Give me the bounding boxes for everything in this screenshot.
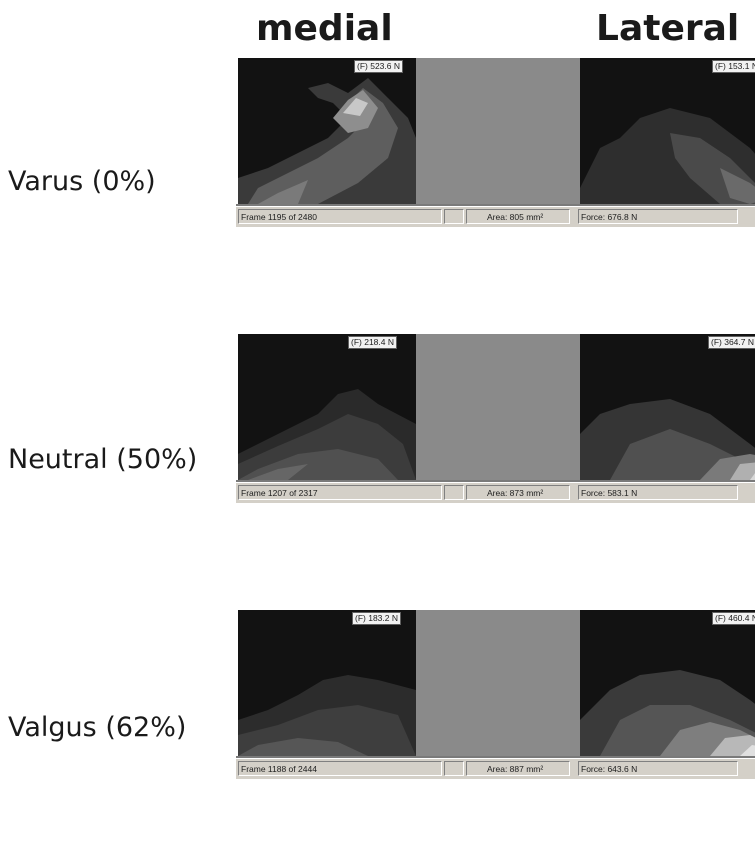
pressure-panel-valgus: (F) 183.2 N (F) 460.4 N Frame 1188 of 24…: [236, 608, 755, 782]
status-force: Force: 643.6 N: [578, 761, 738, 776]
panel-divider: [236, 480, 755, 482]
status-blank: [444, 209, 464, 224]
lateral-force-label: (F) 364.7 N: [708, 336, 755, 349]
lateral-heatmap-graphic: [580, 399, 755, 480]
lateral-heatmap-graphic: [580, 670, 755, 756]
separator-gap: [416, 610, 580, 756]
lateral-pressure-map: [580, 58, 755, 204]
status-area: Area: 805 mm²: [466, 209, 570, 224]
medial-force-label: (F) 183.2 N: [352, 612, 401, 625]
lateral-pressure-map: [580, 610, 755, 756]
panel-divider: [236, 204, 755, 206]
medial-pressure-map: [238, 334, 416, 480]
status-bar: Frame 1188 of 2444 Area: 887 mm² Force: …: [236, 758, 755, 779]
medial-force-label: (F) 523.6 N: [354, 60, 403, 73]
lateral-heatmap-graphic: [580, 108, 755, 204]
separator-gap: [416, 58, 580, 204]
header-lateral: Lateral: [596, 8, 740, 49]
medial-heatmap-graphic: [238, 78, 416, 204]
row-label-neutral: Neutral (50%): [8, 444, 198, 475]
status-blank: [444, 761, 464, 776]
status-area: Area: 873 mm²: [466, 485, 570, 500]
row-label-varus: Varus (0%): [8, 166, 156, 197]
medial-pressure-map: [238, 610, 416, 756]
lateral-pressure-map: [580, 334, 755, 480]
pressure-panel-neutral: (F) 218.4 N (F) 364.7 N Frame 1207 of 23…: [236, 332, 755, 506]
separator-gap: [416, 334, 580, 480]
status-frame: Frame 1195 of 2480: [238, 209, 442, 224]
panel-divider: [236, 756, 755, 758]
medial-force-label: (F) 218.4 N: [348, 336, 397, 349]
pressure-panel-varus: (F) 523.6 N (F) 153.1 N Frame 1195 of 24…: [236, 56, 755, 230]
status-frame: Frame 1207 of 2317: [238, 485, 442, 500]
medial-heatmap-graphic: [238, 389, 416, 480]
row-label-valgus: Valgus (62%): [8, 712, 187, 743]
status-bar: Frame 1207 of 2317 Area: 873 mm² Force: …: [236, 482, 755, 503]
medial-heatmap-graphic: [238, 675, 416, 756]
status-force: Force: 676.8 N: [578, 209, 738, 224]
status-bar: Frame 1195 of 2480 Area: 805 mm² Force: …: [236, 206, 755, 227]
status-force: Force: 583.1 N: [578, 485, 738, 500]
lateral-force-label: (F) 460.4 N: [712, 612, 755, 625]
status-area: Area: 887 mm²: [466, 761, 570, 776]
status-frame: Frame 1188 of 2444: [238, 761, 442, 776]
header-medial: medial: [256, 8, 393, 49]
status-blank: [444, 485, 464, 500]
medial-pressure-map: [238, 58, 416, 204]
lateral-force-label: (F) 153.1 N: [712, 60, 755, 73]
